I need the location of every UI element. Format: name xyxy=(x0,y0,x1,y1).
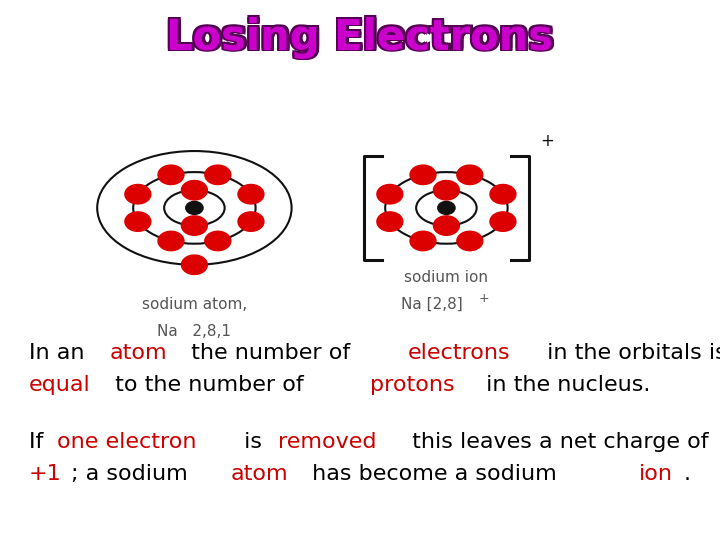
Text: Losing Electrons: Losing Electrons xyxy=(168,15,556,57)
Circle shape xyxy=(457,165,483,185)
Text: Losing Electrons: Losing Electrons xyxy=(166,15,554,57)
Text: this leaves a net charge of: this leaves a net charge of xyxy=(405,432,708,452)
Circle shape xyxy=(186,201,203,214)
Text: +: + xyxy=(479,292,489,305)
Text: sodium ion: sodium ion xyxy=(405,270,488,285)
Circle shape xyxy=(490,185,516,204)
Text: Na   2,8,1: Na 2,8,1 xyxy=(158,324,231,339)
Text: In an: In an xyxy=(29,343,91,363)
Text: the number of: the number of xyxy=(184,343,357,363)
Text: Losing Electrons: Losing Electrons xyxy=(166,17,554,59)
Text: ; a sodium: ; a sodium xyxy=(71,464,195,484)
Text: electrons: electrons xyxy=(408,343,510,363)
Text: Losing Electrons: Losing Electrons xyxy=(164,18,552,60)
Circle shape xyxy=(205,165,231,185)
Circle shape xyxy=(433,216,459,235)
Circle shape xyxy=(410,231,436,251)
Text: atom: atom xyxy=(109,343,167,363)
Circle shape xyxy=(205,231,231,251)
Text: to the number of: to the number of xyxy=(109,375,311,395)
Text: ion: ion xyxy=(639,464,673,484)
Text: one electron: one electron xyxy=(57,432,196,452)
Text: Losing Electrons: Losing Electrons xyxy=(168,18,556,60)
Circle shape xyxy=(438,201,455,214)
Circle shape xyxy=(181,180,207,200)
Text: atom: atom xyxy=(231,464,289,484)
Circle shape xyxy=(158,165,184,185)
Circle shape xyxy=(238,212,264,231)
Circle shape xyxy=(433,180,459,200)
Text: Losing Electrons: Losing Electrons xyxy=(164,17,552,59)
Circle shape xyxy=(377,185,402,204)
Text: equal: equal xyxy=(29,375,91,395)
Text: sodium atom,: sodium atom, xyxy=(142,297,247,312)
Text: Losing Electrons: Losing Electrons xyxy=(166,18,554,60)
Circle shape xyxy=(490,212,516,231)
Text: removed: removed xyxy=(278,432,377,452)
Text: Na [2,8]: Na [2,8] xyxy=(401,297,463,312)
Text: If: If xyxy=(29,432,50,452)
Text: protons: protons xyxy=(370,375,455,395)
Circle shape xyxy=(125,212,150,231)
Circle shape xyxy=(125,185,150,204)
Circle shape xyxy=(158,231,184,251)
Circle shape xyxy=(457,231,483,251)
Text: has become a sodium: has become a sodium xyxy=(305,464,564,484)
Circle shape xyxy=(181,255,207,274)
Text: +: + xyxy=(540,132,554,151)
Circle shape xyxy=(181,216,207,235)
Text: in the orbitals is: in the orbitals is xyxy=(540,343,720,363)
Circle shape xyxy=(377,212,402,231)
Circle shape xyxy=(410,165,436,185)
Text: +1: +1 xyxy=(29,464,61,484)
Circle shape xyxy=(238,185,264,204)
Text: .: . xyxy=(683,464,690,484)
Text: Losing Electrons: Losing Electrons xyxy=(168,17,556,59)
Text: is: is xyxy=(237,432,269,452)
Text: in the nucleus.: in the nucleus. xyxy=(480,375,651,395)
Text: Losing Electrons: Losing Electrons xyxy=(164,15,552,57)
